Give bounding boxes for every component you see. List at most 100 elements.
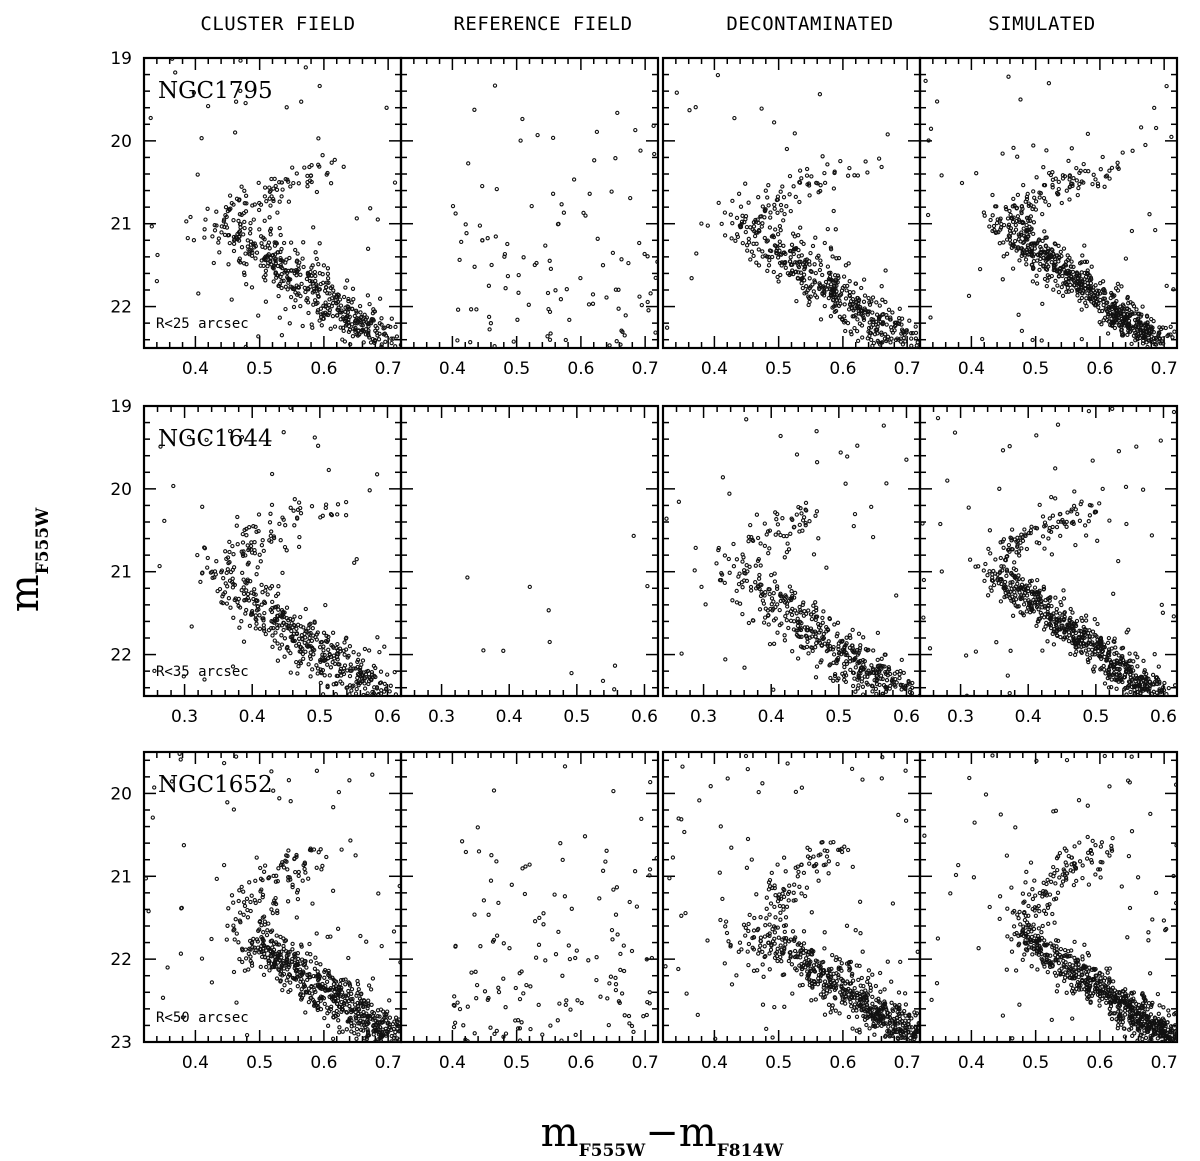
star-point xyxy=(807,193,812,198)
star-point xyxy=(1060,176,1066,181)
star-point xyxy=(1010,580,1015,585)
star-point xyxy=(241,639,247,644)
star-point xyxy=(1098,654,1104,659)
star-point xyxy=(1119,322,1125,328)
star-point xyxy=(792,590,798,596)
star-point xyxy=(301,656,306,661)
star-point xyxy=(1140,304,1145,309)
star-point xyxy=(1031,259,1037,264)
star-point xyxy=(1043,243,1048,248)
star-point xyxy=(1029,246,1035,251)
star-point xyxy=(1125,332,1130,338)
star-point xyxy=(719,570,724,576)
star-point xyxy=(694,251,699,256)
star-point xyxy=(296,291,301,296)
star-point xyxy=(820,620,825,625)
star-point xyxy=(822,180,828,186)
star-point xyxy=(188,214,193,220)
star-point xyxy=(253,524,258,530)
star-point xyxy=(1119,284,1124,289)
star-point xyxy=(245,591,251,597)
star-point xyxy=(1088,641,1094,647)
star-point xyxy=(622,333,627,338)
star-point xyxy=(288,294,294,300)
star-point xyxy=(756,263,762,268)
star-point xyxy=(693,545,698,551)
star-point xyxy=(1157,336,1163,342)
star-point xyxy=(1006,233,1012,238)
star-point xyxy=(822,303,827,309)
star-point xyxy=(744,224,750,230)
star-point xyxy=(347,778,352,783)
star-point xyxy=(888,317,893,322)
star-point xyxy=(1147,328,1152,333)
star-point xyxy=(1091,172,1096,177)
star-point xyxy=(275,617,280,623)
star-point xyxy=(1106,672,1112,677)
star-points xyxy=(450,83,658,348)
star-point xyxy=(1027,610,1033,615)
star-point xyxy=(493,234,498,239)
star-point xyxy=(590,292,596,297)
star-point xyxy=(722,233,728,238)
star-point xyxy=(354,557,359,562)
star-point xyxy=(1106,685,1112,690)
star-point xyxy=(875,657,880,663)
star-point xyxy=(1129,341,1134,347)
star-point xyxy=(239,435,245,440)
star-point xyxy=(787,584,793,589)
star-point xyxy=(740,213,745,218)
star-point xyxy=(1042,250,1048,255)
star-point xyxy=(271,198,276,204)
star-point xyxy=(241,585,246,590)
star-point xyxy=(1056,179,1061,185)
star-point xyxy=(870,295,876,300)
star-point xyxy=(1004,554,1009,559)
star-point xyxy=(787,248,793,254)
star-point xyxy=(285,867,290,872)
star-point xyxy=(317,241,322,246)
star-point xyxy=(226,906,231,911)
star-point xyxy=(809,174,814,179)
star-point xyxy=(275,658,281,663)
star-point xyxy=(1039,246,1044,252)
star-point xyxy=(170,58,175,61)
star-point xyxy=(274,272,280,278)
star-point xyxy=(796,233,801,238)
star-point xyxy=(233,235,239,241)
star-point xyxy=(771,687,776,692)
star-point xyxy=(1056,289,1062,295)
x-tick-label: 0.5 xyxy=(306,707,333,727)
star-point xyxy=(909,693,914,696)
star-point xyxy=(171,483,176,489)
star-point xyxy=(1028,528,1034,533)
star-point xyxy=(255,604,260,609)
star-point xyxy=(253,626,258,631)
star-point xyxy=(867,320,872,325)
star-point xyxy=(797,626,803,632)
star-point xyxy=(1001,254,1006,259)
star-point xyxy=(814,295,820,300)
star-point xyxy=(1067,185,1072,190)
star-point xyxy=(362,312,367,317)
star-point xyxy=(869,299,874,304)
star-point xyxy=(773,244,779,249)
x-tick-label: 0.4 xyxy=(701,359,728,379)
star-point xyxy=(368,987,374,992)
star-point xyxy=(997,218,1002,223)
star-point xyxy=(833,227,838,232)
star-point xyxy=(637,294,642,299)
star-point xyxy=(989,578,995,583)
star-point xyxy=(1147,679,1152,684)
star-point xyxy=(325,170,330,176)
star-point xyxy=(1118,662,1123,667)
star-point xyxy=(316,262,321,267)
star-point xyxy=(1137,686,1142,691)
star-point xyxy=(278,232,283,238)
star-point xyxy=(300,256,305,261)
star-point xyxy=(472,107,477,112)
star-point xyxy=(231,248,237,254)
star-point xyxy=(1013,222,1018,228)
star-point xyxy=(240,553,246,558)
star-point xyxy=(1096,305,1101,310)
